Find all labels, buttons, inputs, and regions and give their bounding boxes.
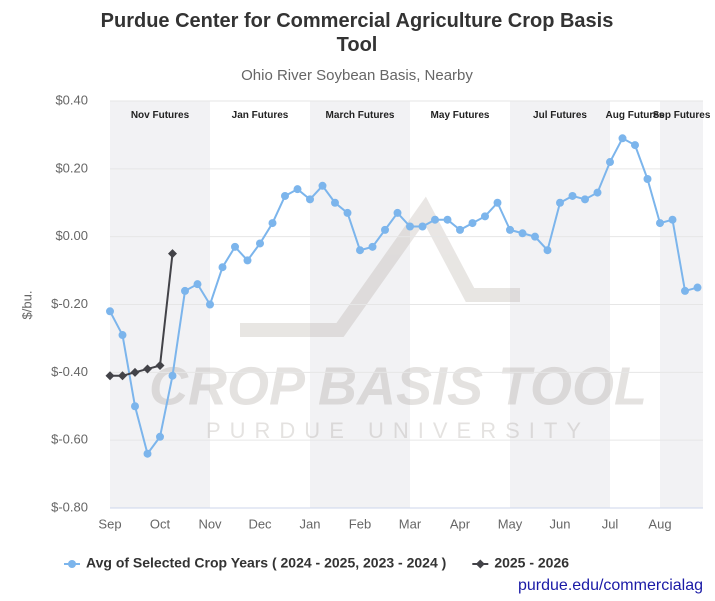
legend-label: 2025 - 2026 (494, 555, 569, 571)
data-point (506, 225, 514, 234)
x-tick-label: Jun (550, 516, 571, 531)
legend-marker (68, 560, 76, 568)
data-point (406, 222, 414, 231)
data-point (281, 191, 289, 200)
credit: purdue.edu/commercialag (518, 577, 703, 594)
chart-title: Purdue Center for Commercial Agriculture… (101, 10, 614, 56)
x-tick-label: Jul (602, 516, 619, 531)
data-point (693, 283, 702, 292)
x-tick-label: Aug (648, 516, 671, 531)
data-point (343, 208, 352, 217)
data-point (556, 198, 564, 207)
data-point (618, 134, 627, 143)
watermark-text: PURDUE UNIVERSITY (206, 418, 590, 443)
data-point (606, 158, 614, 167)
data-point (106, 307, 114, 316)
watermark-shape (240, 196, 520, 337)
band-label: Sep Futures (652, 110, 711, 121)
x-tick-label: Dec (248, 516, 272, 531)
data-point (268, 219, 277, 228)
watermark-text: CROP BASIS TOOL (149, 356, 647, 416)
data-point (206, 300, 214, 309)
data-point (681, 286, 689, 295)
data-point (155, 361, 165, 371)
data-point (531, 232, 539, 241)
band-label: Aug Futures (605, 110, 665, 121)
data-point (168, 249, 177, 259)
data-point (143, 364, 152, 374)
data-point (193, 280, 202, 289)
band-label: Nov Futures (130, 110, 190, 121)
data-point (568, 191, 577, 200)
data-point (368, 242, 377, 251)
data-point (231, 242, 239, 251)
data-point (243, 256, 252, 265)
data-point (143, 449, 152, 458)
data-point (181, 286, 189, 295)
data-point (256, 239, 264, 248)
data-point (456, 225, 464, 234)
x-tick-label: Jan (300, 516, 321, 531)
data-point (118, 371, 127, 381)
data-point (218, 263, 227, 272)
legend-item[interactable]: 2025 - 2026 (472, 555, 569, 571)
y-tick-label: $-0.40 (51, 364, 88, 379)
data-point (331, 198, 339, 207)
data-point (593, 188, 602, 197)
data-point (356, 246, 364, 255)
x-tick-label: Nov (198, 516, 222, 531)
y-tick-label: $-0.80 (51, 499, 88, 514)
band-label: Jul Futures (533, 110, 587, 121)
data-point (156, 432, 164, 441)
y-tick-label: $-0.60 (51, 432, 88, 447)
x-tick-label: May (498, 516, 523, 531)
y-tick-label: $0.40 (55, 92, 88, 107)
data-point (381, 225, 389, 234)
x-tick-label: Mar (399, 516, 422, 531)
data-point (393, 208, 402, 217)
data-point (493, 198, 502, 207)
y-tick-label: $0.00 (55, 228, 88, 243)
y-axis-label: $/bu. (19, 291, 34, 320)
y-tick-label: $0.20 (55, 160, 88, 175)
data-point (643, 175, 652, 184)
x-tick-label: Oct (150, 516, 171, 531)
x-tick-label: Sep (98, 516, 121, 531)
data-point (481, 212, 489, 221)
data-point (431, 215, 439, 224)
band-label: March Futures (325, 110, 395, 121)
y-tick-label: $-0.20 (51, 296, 88, 311)
data-point (105, 371, 115, 381)
legend-marker (475, 559, 485, 569)
data-point (293, 185, 302, 194)
band-label: Jan Futures (231, 110, 289, 121)
data-point (631, 141, 639, 150)
band-label: May Futures (430, 110, 490, 121)
x-tick-label: Apr (450, 516, 471, 531)
data-point (306, 195, 314, 204)
data-point (118, 331, 127, 340)
data-point (168, 371, 177, 380)
data-point (443, 215, 452, 224)
data-point (468, 219, 477, 228)
data-point (318, 181, 327, 190)
data-point (131, 402, 139, 411)
data-point (581, 195, 589, 204)
data-point (543, 246, 552, 255)
data-point (656, 219, 664, 228)
data-point (668, 215, 677, 224)
legend-label: Avg of Selected Crop Years ( 2024 - 2025… (86, 555, 446, 571)
x-tick-label: Feb (349, 516, 371, 531)
data-point (130, 367, 140, 377)
data-point (418, 222, 427, 231)
legend-item[interactable]: Avg of Selected Crop Years ( 2024 - 2025… (64, 555, 446, 571)
chart-subtitle: Ohio River Soybean Basis, Nearby (241, 67, 473, 84)
data-point (518, 229, 527, 238)
